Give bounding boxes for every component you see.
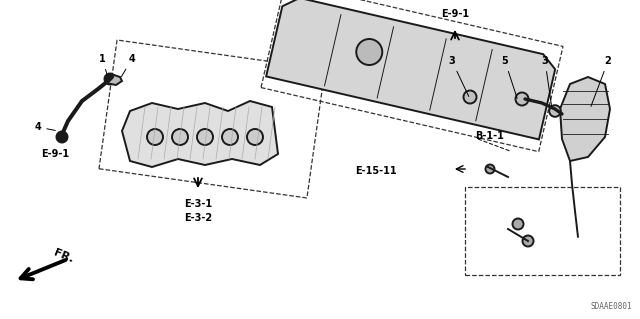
Circle shape	[147, 129, 163, 145]
Text: 3: 3	[449, 56, 469, 96]
Text: E-9-1: E-9-1	[41, 149, 69, 159]
Circle shape	[513, 219, 524, 229]
Text: 4: 4	[35, 122, 55, 132]
Circle shape	[549, 105, 561, 117]
Bar	[465, 187, 620, 275]
Text: SDAAE0801: SDAAE0801	[590, 302, 632, 311]
Circle shape	[486, 165, 495, 174]
Circle shape	[463, 91, 477, 103]
Circle shape	[222, 129, 238, 145]
Text: E-3-1: E-3-1	[184, 199, 212, 209]
Circle shape	[356, 39, 382, 65]
Text: E-9-1: E-9-1	[441, 9, 469, 19]
Polygon shape	[106, 75, 122, 85]
Text: B-1-1: B-1-1	[475, 131, 504, 141]
Circle shape	[172, 129, 188, 145]
Polygon shape	[560, 77, 610, 161]
Bar	[99, 40, 325, 198]
Circle shape	[56, 131, 67, 143]
Circle shape	[522, 235, 534, 247]
Circle shape	[515, 93, 529, 106]
Text: E-15-11: E-15-11	[355, 166, 397, 176]
Text: 1: 1	[99, 54, 107, 74]
Text: E-3-2: E-3-2	[184, 213, 212, 223]
Circle shape	[247, 129, 263, 145]
Polygon shape	[266, 0, 555, 139]
Polygon shape	[122, 101, 278, 167]
Circle shape	[197, 129, 213, 145]
Text: FR.: FR.	[52, 248, 75, 265]
Text: 2: 2	[591, 56, 611, 107]
Bar	[261, 0, 563, 152]
Text: 3: 3	[541, 56, 552, 106]
Text: 5: 5	[502, 56, 517, 98]
Text: 4: 4	[122, 54, 136, 77]
Circle shape	[104, 73, 115, 85]
